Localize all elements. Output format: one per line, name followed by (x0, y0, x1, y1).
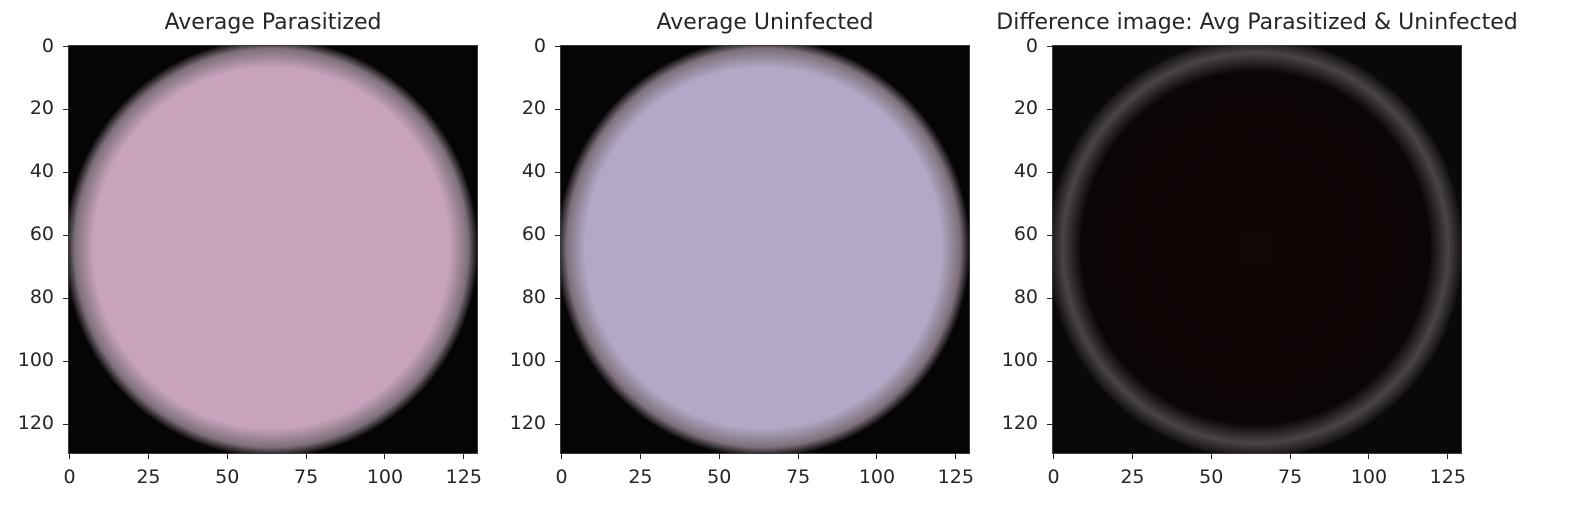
image-frame (1052, 45, 1462, 454)
x-tick-mark (463, 454, 465, 459)
averaged-cell-image (69, 46, 477, 453)
y-tick-label: 100 (509, 349, 546, 372)
y-tick-mark (555, 360, 560, 362)
y-tick-mark (63, 234, 68, 236)
x-tick-label: 125 (937, 466, 974, 488)
y-tick-mark (1047, 234, 1052, 236)
y-tick-mark (63, 360, 68, 362)
x-tick-label: 100 (366, 466, 404, 488)
y-tick-label: 40 (1013, 160, 1038, 183)
x-tick-label: 25 (628, 466, 653, 488)
panel-title: Average Uninfected (656, 10, 874, 35)
y-tick-label: 120 (509, 412, 546, 435)
averaged-cell-image (561, 46, 969, 453)
x-tick-mark (718, 454, 720, 459)
x-tick-mark (1131, 454, 1133, 459)
panel-title: Difference image: Avg Parasitized & Unin… (996, 10, 1518, 35)
y-tick-label: 40 (29, 160, 54, 183)
x-tick-label: 100 (1350, 466, 1388, 488)
x-tick-label: 75 (786, 466, 811, 488)
y-tick-mark (555, 423, 560, 425)
x-tick-mark (561, 454, 563, 459)
x-tick-mark (1210, 454, 1212, 459)
y-tick-mark (63, 108, 68, 110)
y-tick-label: 120 (17, 412, 54, 435)
y-tick-mark (555, 234, 560, 236)
x-tick-mark (384, 454, 386, 459)
y-tick-mark (555, 171, 560, 173)
x-tick-label: 75 (1278, 466, 1303, 488)
averaged-cell-image (1053, 46, 1461, 453)
x-tick-mark (797, 454, 799, 459)
y-tick-mark (63, 171, 68, 173)
x-tick-mark (639, 454, 641, 459)
x-tick-label: 0 (1047, 466, 1060, 488)
x-tick-mark (69, 454, 71, 459)
y-tick-mark (1047, 171, 1052, 173)
y-tick-label: 0 (41, 34, 54, 57)
y-tick-label: 60 (521, 223, 546, 246)
x-tick-label: 50 (215, 466, 240, 488)
y-tick-label: 60 (1013, 223, 1038, 246)
image-frame (560, 45, 970, 454)
y-tick-label: 120 (1001, 412, 1038, 435)
y-tick-mark (63, 46, 68, 48)
y-tick-mark (555, 297, 560, 299)
cell-disk (1053, 46, 1461, 453)
y-tick-label: 0 (533, 34, 546, 57)
y-tick-label: 100 (1001, 349, 1038, 372)
x-tick-mark (955, 454, 957, 459)
cell-disk (561, 46, 969, 453)
y-tick-mark (63, 423, 68, 425)
y-tick-mark (1047, 423, 1052, 425)
x-tick-label: 0 (555, 466, 568, 488)
x-tick-label: 50 (1199, 466, 1224, 488)
y-tick-label: 20 (521, 97, 546, 120)
image-frame (68, 45, 478, 454)
x-tick-label: 75 (294, 466, 319, 488)
x-tick-mark (147, 454, 149, 459)
y-tick-mark (555, 46, 560, 48)
y-tick-label: 0 (1025, 34, 1038, 57)
panel-title: Average Parasitized (164, 10, 382, 35)
x-tick-mark (1289, 454, 1291, 459)
y-tick-label: 60 (29, 223, 54, 246)
x-tick-label: 0 (63, 466, 76, 488)
x-tick-label: 25 (136, 466, 161, 488)
x-tick-label: 100 (858, 466, 896, 488)
y-tick-mark (63, 297, 68, 299)
y-tick-label: 40 (521, 160, 546, 183)
y-tick-label: 80 (521, 286, 546, 309)
y-tick-label: 20 (1013, 97, 1038, 120)
y-tick-label: 100 (17, 349, 54, 372)
y-tick-label: 80 (29, 286, 54, 309)
x-tick-label: 50 (707, 466, 732, 488)
y-tick-mark (1047, 108, 1052, 110)
y-tick-label: 20 (29, 97, 54, 120)
x-tick-label: 125 (445, 466, 482, 488)
y-tick-label: 80 (1013, 286, 1038, 309)
x-tick-mark (226, 454, 228, 459)
y-tick-mark (1047, 360, 1052, 362)
y-tick-mark (1047, 46, 1052, 48)
y-tick-mark (1047, 297, 1052, 299)
x-tick-mark (1368, 454, 1370, 459)
x-tick-label: 125 (1429, 466, 1466, 488)
x-tick-label: 25 (1120, 466, 1145, 488)
x-tick-mark (1053, 454, 1055, 459)
x-tick-mark (876, 454, 878, 459)
y-tick-mark (555, 108, 560, 110)
x-tick-mark (1447, 454, 1449, 459)
cell-disk (69, 46, 477, 453)
x-tick-mark (305, 454, 307, 459)
